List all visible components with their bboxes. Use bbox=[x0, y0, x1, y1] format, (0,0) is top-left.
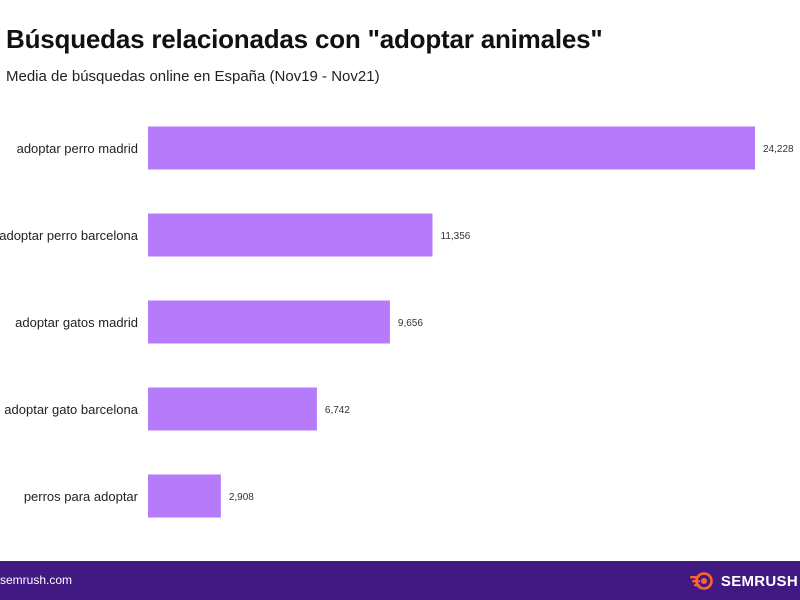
value-label: 24,228 bbox=[763, 144, 794, 155]
bar bbox=[148, 126, 755, 170]
category-label: adoptar perro madrid bbox=[17, 141, 138, 156]
category-label: perros para adoptar bbox=[24, 489, 139, 504]
value-label: 9,656 bbox=[398, 318, 423, 329]
footer-url: semrush.com bbox=[0, 573, 73, 587]
chart-title: Búsquedas relacionadas con "adoptar anim… bbox=[6, 24, 603, 54]
bar bbox=[148, 300, 390, 344]
value-label: 2,908 bbox=[229, 492, 254, 503]
footer-bar: semrush.com SEMRUSH bbox=[0, 561, 800, 600]
semrush-fireball-icon bbox=[689, 572, 713, 590]
chart-subtitle: Media de búsquedas online en España (Nov… bbox=[6, 68, 380, 85]
bar bbox=[148, 213, 433, 257]
bar bbox=[148, 387, 317, 431]
category-label: adoptar gato barcelona bbox=[4, 402, 138, 417]
category-label: adoptar gatos madrid bbox=[15, 315, 138, 330]
value-label: 11,356 bbox=[441, 231, 471, 242]
brand-name: SEMRUSH bbox=[720, 572, 798, 590]
brand: SEMRUSH bbox=[689, 571, 798, 591]
value-label: 6,742 bbox=[325, 405, 350, 416]
category-label: adoptar perro barcelona bbox=[0, 228, 139, 243]
bar bbox=[148, 474, 221, 518]
